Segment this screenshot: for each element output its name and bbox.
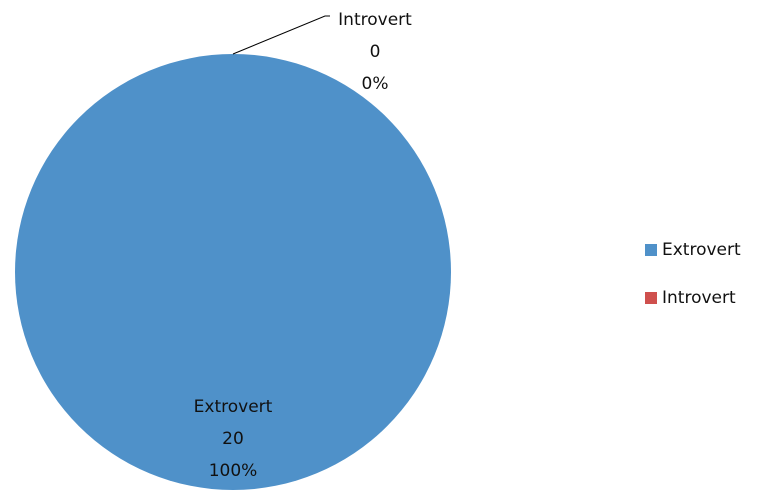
legend-label: Extrovert: [662, 240, 741, 260]
data-label-value: 0: [370, 42, 381, 62]
data-label-name: Introvert: [338, 10, 412, 30]
data-label-percent: 0%: [362, 74, 389, 94]
legend-swatch: [645, 292, 657, 304]
pie-slice: [15, 54, 451, 490]
legend-label: Introvert: [662, 288, 736, 308]
data-label-percent: 100%: [209, 461, 258, 481]
legend-swatch: [645, 244, 657, 256]
leader-line: [232, 15, 330, 55]
data-label-name: Extrovert: [194, 397, 273, 417]
data-label-value: 20: [222, 429, 244, 449]
